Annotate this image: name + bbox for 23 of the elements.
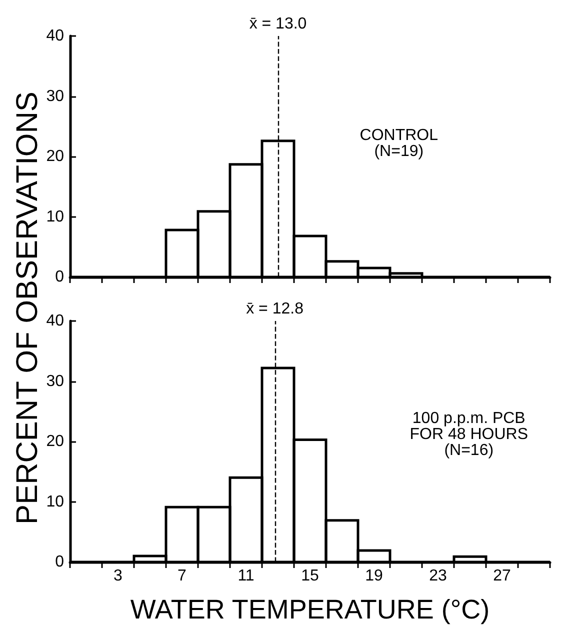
x-tick-label: 7	[178, 568, 187, 584]
y-tick-label: 40	[46, 28, 64, 44]
y-axis-title: PERCENT OF OBSERVATIONS	[11, 92, 45, 524]
y-tick-label: 0	[55, 554, 64, 570]
y-tick-label: 0	[55, 268, 64, 286]
y-tick-label: 40	[46, 312, 64, 330]
y-tick-label: 30	[46, 88, 64, 105]
x-tick-label: 23	[429, 568, 447, 584]
x-axis-title: WATER TEMPERATURE (°C)	[130, 594, 490, 624]
y-tick-label: 20	[46, 433, 64, 450]
y-tick-label: 30	[46, 372, 64, 390]
x-tick-label: 19	[365, 568, 383, 584]
x-tick-label: 11	[238, 568, 254, 584]
y-tick-label: 10	[46, 208, 64, 226]
y-tick-label: 20	[46, 148, 64, 165]
annotation: 100 p.p.m. PCB FOR 48 HOURS (N=16)	[410, 410, 528, 459]
x-tick-label: 15	[301, 568, 319, 584]
annotation: CONTROL (N=19)	[360, 127, 438, 160]
x-tick-label: 3	[114, 568, 123, 584]
x-tick-label: 27	[493, 568, 511, 584]
ref-line-label: x̄ = 12.8	[246, 300, 304, 318]
y-tick-label: 10	[46, 493, 64, 510]
ref-line-label: x̄ = 13.0	[249, 16, 307, 32]
